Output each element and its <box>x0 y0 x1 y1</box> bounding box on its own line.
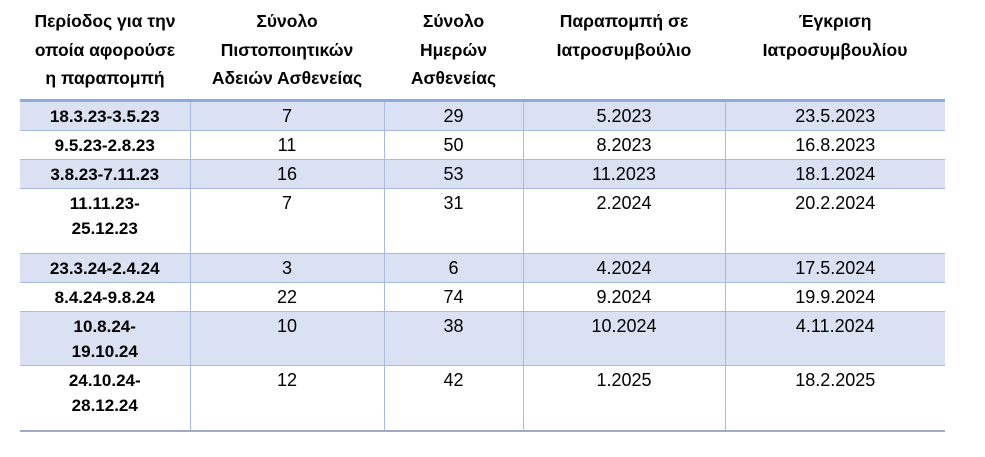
sick-leave-table: Περίοδος για την οποία αφορούσε η παραπο… <box>20 2 945 432</box>
table-header: Περίοδος για την οποία αφορούσε η παραπο… <box>20 2 945 102</box>
certificates-cell: 7 <box>189 188 384 254</box>
period-cell: 8.4.24-9.8.24 <box>20 282 190 312</box>
referral-cell: 9.2024 <box>522 282 725 312</box>
table-row: 23.3.24-2.4.24 3 6 4.2024 17.5.2024 <box>20 253 945 283</box>
days-cell: 53 <box>383 159 523 189</box>
header-approval: Έγκριση Ιατροσυμβουλίου <box>725 2 945 102</box>
referral-cell: 11.2023 <box>522 159 725 189</box>
approval-cell: 19.9.2024 <box>724 282 945 312</box>
referral-cell: 8.2023 <box>522 130 725 160</box>
approval-cell: 20.2.2024 <box>724 188 945 254</box>
referral-cell: 10.2024 <box>522 311 725 366</box>
period-cell: 10.8.24- 19.10.24 <box>20 311 190 366</box>
days-cell: 6 <box>383 253 523 283</box>
period-cell: 3.8.23-7.11.23 <box>20 159 190 189</box>
header-period: Περίοδος για την οποία αφορούσε η παραπο… <box>20 2 190 102</box>
header-certificates: Σύνολο Πιστοποιητικών Αδειών Ασθενείας <box>190 2 384 102</box>
table-row: 9.5.23-2.8.23 11 50 8.2023 16.8.2023 <box>20 130 945 160</box>
period-cell: 9.5.23-2.8.23 <box>20 130 190 160</box>
table-row: 8.4.24-9.8.24 22 74 9.2024 19.9.2024 <box>20 282 945 312</box>
approval-cell: 16.8.2023 <box>724 130 945 160</box>
period-cell: 23.3.24-2.4.24 <box>20 253 190 283</box>
days-cell: 74 <box>383 282 523 312</box>
period-cell: 18.3.23-3.5.23 <box>20 100 190 131</box>
certificates-cell: 3 <box>189 253 384 283</box>
table-row: 24.10.24- 28.12.24 12 42 1.2025 18.2.202… <box>20 365 945 432</box>
certificates-cell: 16 <box>189 159 384 189</box>
days-cell: 29 <box>383 100 523 131</box>
approval-cell: 18.1.2024 <box>724 159 945 189</box>
period-cell: 24.10.24- 28.12.24 <box>20 365 190 432</box>
header-days: Σύνολο Ημερών Ασθενείας <box>384 2 523 102</box>
table-row: 10.8.24- 19.10.24 10 38 10.2024 4.11.202… <box>20 311 945 366</box>
header-row: Περίοδος για την οποία αφορούσε η παραπο… <box>20 2 945 102</box>
referral-cell: 4.2024 <box>522 253 725 283</box>
certificates-cell: 7 <box>189 100 384 131</box>
certificates-cell: 22 <box>189 282 384 312</box>
days-cell: 38 <box>383 311 523 366</box>
days-cell: 50 <box>383 130 523 160</box>
certificates-cell: 10 <box>189 311 384 366</box>
referral-cell: 2.2024 <box>522 188 725 254</box>
table-row: 3.8.23-7.11.23 16 53 11.2023 18.1.2024 <box>20 159 945 189</box>
referral-cell: 1.2025 <box>522 365 725 432</box>
approval-cell: 18.2.2025 <box>724 365 945 432</box>
period-cell: 11.11.23- 25.12.23 <box>20 188 190 254</box>
header-referral: Παραπομπή σε Ιατροσυμβούλιο <box>523 2 725 102</box>
days-cell: 31 <box>383 188 523 254</box>
certificates-cell: 12 <box>189 365 384 432</box>
table-row: 11.11.23- 25.12.23 7 31 2.2024 20.2.2024 <box>20 188 945 254</box>
referral-cell: 5.2023 <box>522 100 725 131</box>
certificates-cell: 11 <box>189 130 384 160</box>
table-row: 18.3.23-3.5.23 7 29 5.2023 23.5.2023 <box>20 100 945 131</box>
approval-cell: 4.11.2024 <box>724 311 945 366</box>
days-cell: 42 <box>383 365 523 432</box>
approval-cell: 23.5.2023 <box>724 100 945 131</box>
table-body: 18.3.23-3.5.23 7 29 5.2023 23.5.2023 9.5… <box>20 100 945 432</box>
approval-cell: 17.5.2024 <box>724 253 945 283</box>
